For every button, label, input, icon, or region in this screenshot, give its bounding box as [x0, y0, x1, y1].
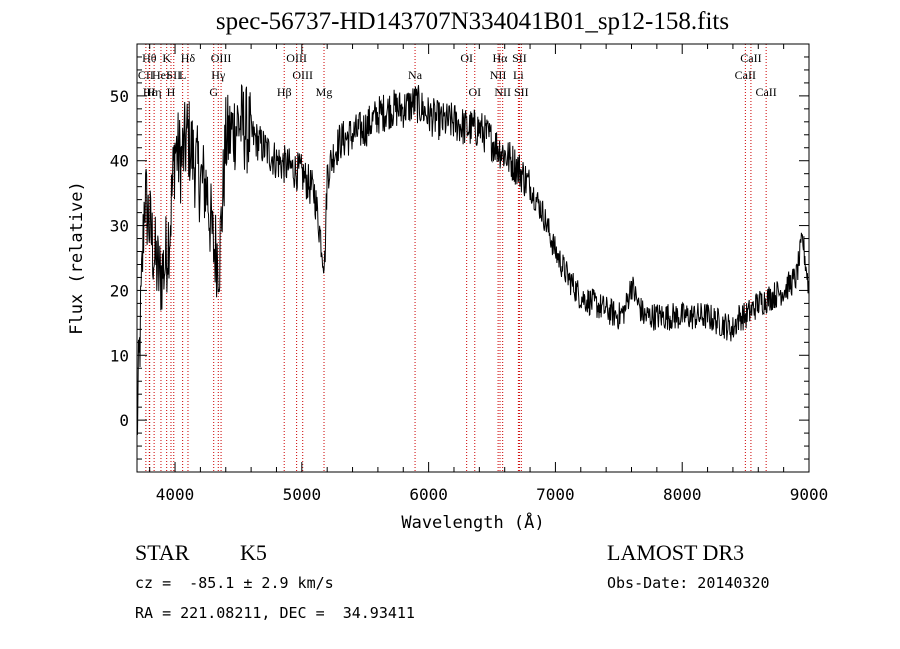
x-tick-label: 8000	[663, 485, 702, 504]
x-tick-label: 4000	[156, 485, 195, 504]
spectral-line-label: Li	[513, 68, 524, 82]
x-tick-label: 7000	[536, 485, 575, 504]
y-tick-label: 40	[110, 152, 129, 171]
y-axis-label: Flux (relative)	[67, 181, 87, 335]
spectral-line-label: L	[179, 68, 186, 82]
spectral-line-label: Hβ	[277, 85, 292, 99]
chart-title: spec-56737-HD143707N334041B01_sp12-158.f…	[215, 8, 730, 35]
object-class: STAR	[135, 540, 190, 565]
spectral-line-label: OIII	[292, 68, 313, 82]
y-tick-label: 0	[119, 411, 129, 430]
spectral-line-label: Hη	[147, 85, 162, 99]
spectral-line-label: K	[162, 51, 171, 65]
x-tick-label: 6000	[409, 485, 448, 504]
spectral-line-label: Na	[408, 68, 423, 82]
spectral-line-label: Hδ	[181, 51, 196, 65]
x-tick-label: 5000	[283, 485, 322, 504]
spectral-line-label: Hθ	[142, 51, 157, 65]
coordinates: RA = 221.08211, DEC = 34.93411	[135, 604, 415, 622]
observation-date: Obs-Date: 20140320	[607, 574, 770, 592]
spectral-line-label: OI	[460, 51, 473, 65]
spectral-line-label: H	[167, 85, 176, 99]
spectral-line-label: OIII	[211, 51, 232, 65]
spectral-line-label: OI	[468, 85, 481, 99]
spectral-line-label: SII	[514, 85, 529, 99]
y-tick-label: 20	[110, 281, 129, 300]
survey-name: LAMOST DR3	[607, 540, 745, 565]
y-tick-label: 30	[110, 217, 129, 236]
spectral-line-markers	[145, 44, 767, 472]
spectral-line-label: Hγ	[211, 68, 226, 82]
object-subclass: K5	[240, 540, 267, 565]
x-axis-label: Wavelength (Å)	[401, 511, 544, 533]
redshift-info: cz = -85.1 ± 2.9 km/s	[135, 574, 334, 592]
x-tick-label: 9000	[790, 485, 829, 504]
y-tick-label: 50	[110, 87, 129, 106]
spectral-line-label: CaII	[735, 68, 756, 82]
spectral-line-label: HeI	[152, 68, 170, 82]
spectral-line-label: OIII	[286, 51, 307, 65]
axes: 4000 5000 6000 7000 8000 9000 0 10 20 30 40 50	[110, 43, 829, 504]
spectral-line-label: G	[209, 85, 218, 99]
spectrum-series	[136, 83, 810, 435]
spectrum-line	[136, 83, 810, 435]
spectral-line-label: Mg	[316, 85, 333, 99]
spectral-line-label: SII	[512, 51, 527, 65]
plot-frame	[136, 43, 810, 473]
spectral-line-label: Hε	[143, 85, 157, 99]
spectral-line-label: NII	[494, 85, 511, 99]
spectral-line-label: CaII	[755, 85, 776, 99]
spectral-line-label: CII	[138, 68, 154, 82]
spectral-line-label: Hα	[493, 51, 509, 65]
y-tick-label: 10	[110, 346, 129, 365]
spectral-line-label: CaII	[740, 51, 761, 65]
spectral-line-label: NII	[490, 68, 507, 82]
spectral-line-label: SII	[166, 68, 181, 82]
